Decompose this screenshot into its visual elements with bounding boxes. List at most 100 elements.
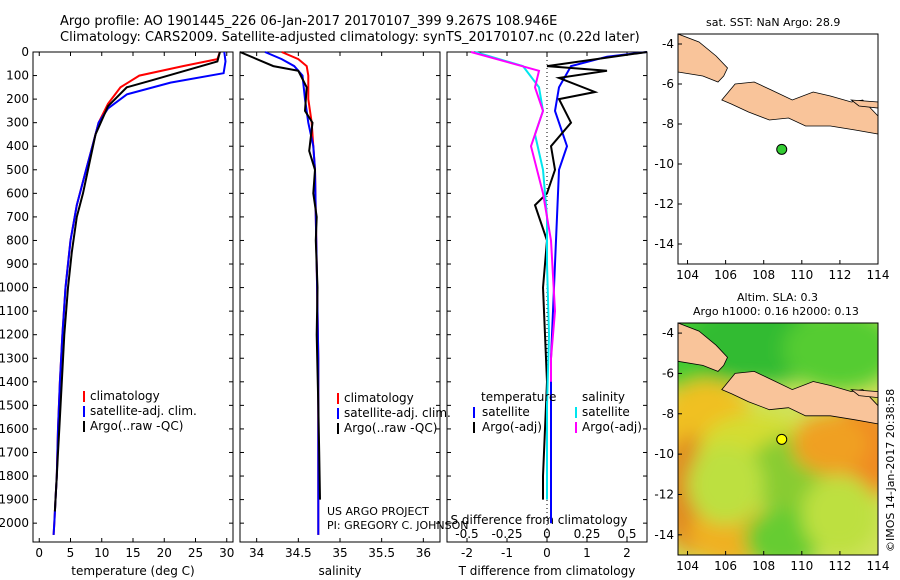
salinity-legend-label: satellite-adj. clim. [344, 406, 451, 420]
depth-tick-label: 1900 [0, 493, 29, 507]
sst-map-xtick-label: 108 [752, 268, 775, 282]
temperature-diff-legend-label: satellite [482, 405, 530, 419]
sst-map-ytick-label: -14 [654, 237, 674, 251]
sla-map-xtick-label: 110 [790, 559, 813, 573]
salinity-diff-legend-label: satellite [582, 405, 630, 419]
depth-tick-label: 400 [6, 139, 29, 153]
depth-tick-label: 100 [6, 69, 29, 83]
sst-map-landmass [677, 33, 728, 83]
sla-map-ytick-label: -14 [654, 528, 674, 542]
sla-map-ytick-label: -8 [662, 407, 674, 421]
sla-map-ytick-label: -12 [654, 487, 674, 501]
sla-map-landmass [677, 322, 728, 372]
salinity-difference-tick-label: 0 [543, 527, 551, 541]
salinity-difference-tick-label: 0.5 [617, 527, 636, 541]
sla-map-ytick-label: -6 [662, 366, 674, 380]
sla-field-cell [792, 413, 869, 475]
difference-series-2 [474, 51, 551, 500]
sla-map-xtick-label: 104 [676, 559, 699, 573]
salinity-xtick-label: 36 [416, 546, 431, 560]
sla-map-frame [677, 322, 879, 556]
depth-tick-label: 1800 [0, 469, 29, 483]
temperature-xtick-label: 30 [219, 546, 234, 560]
salinity-series-1 [264, 51, 320, 535]
sla-map-argo-float-marker [776, 433, 788, 445]
sla-map-ytick-label: -10 [654, 447, 674, 461]
temperature-panel-frame [32, 51, 234, 543]
depth-tick-label: 1300 [0, 351, 29, 365]
temperature-series-0 [52, 51, 221, 535]
sla-field-cell [744, 508, 821, 555]
project-pi: PI: GREGORY C. JOHNSON [327, 519, 469, 532]
depth-tick-label: 1000 [0, 281, 29, 295]
sla-field-cell [687, 444, 764, 525]
sla-field-cell [801, 474, 878, 555]
depth-tick-label: 800 [6, 233, 29, 247]
depth-tick-label: 1400 [0, 375, 29, 389]
project-name: US ARGO PROJECT [327, 505, 429, 518]
sst-map-xtick-label: 104 [676, 268, 699, 282]
sst-map-xtick-label: 112 [828, 268, 851, 282]
sst-map-ytick-label: -8 [662, 117, 674, 131]
sst-map-xtick-label: 114 [867, 268, 890, 282]
temperature-xtick-label: 20 [157, 546, 172, 560]
salinity-legend-title: salinity [582, 390, 625, 404]
depth-tick-label: 300 [6, 116, 29, 130]
difference-series-1 [533, 51, 648, 500]
sla-map-xtick-label: 106 [714, 559, 737, 573]
temperature-legend-label: climatology [90, 389, 160, 403]
depth-tick-label: 1600 [0, 422, 29, 436]
difference-series-0 [550, 51, 648, 524]
difference-xtick-label: 1 [583, 546, 591, 560]
temperature-legend-label: satellite-adj. clim. [90, 404, 197, 418]
temperature-legend-label: Argo(..raw -QC) [90, 419, 183, 433]
sla-map-xtick-label: 112 [828, 559, 851, 573]
salinity-xtick-label: 35.5 [368, 546, 395, 560]
temperature-xtick-label: 25 [188, 546, 203, 560]
salinity-diff-legend-label: Argo(-adj) [582, 420, 642, 434]
depth-tick-label: 1500 [0, 398, 29, 412]
depth-tick-label: 200 [6, 92, 29, 106]
sst-map-ytick-label: -6 [662, 77, 674, 91]
sst-map-argo-float-marker [776, 143, 788, 155]
difference-xtick-label: 2 [623, 546, 631, 560]
depth-tick-label: 1700 [0, 445, 29, 459]
temperature-xtick-label: 10 [94, 546, 109, 560]
salinity-legend-label: Argo(..raw -QC) [344, 421, 437, 435]
depth-tick-label: 500 [6, 163, 29, 177]
depth-tick-label: 1100 [0, 304, 29, 318]
difference-xtick-label: -2 [461, 546, 473, 560]
salinity-xtick-label: 34.5 [285, 546, 312, 560]
imos-credit: ©IMOS 14-Jan-2017 20:38:58 [884, 388, 897, 552]
temperature-xtick-label: 15 [125, 546, 140, 560]
salinity-panel-frame [239, 51, 441, 543]
map-top-title: sat. SST: NaN Argo: 28.9 [706, 16, 841, 29]
temperature-series-2 [53, 51, 221, 512]
map-bottom-title2: Argo h1000: 0.16 h2000: 0.13 [693, 305, 859, 318]
sst-map-ytick-label: -10 [654, 157, 674, 171]
difference-axis-label: T difference from climatology [458, 564, 636, 578]
depth-tick-label: 900 [6, 257, 29, 271]
salinity-xtick-label: 34 [249, 546, 264, 560]
sst-map-ytick-label: -12 [654, 197, 674, 211]
salinity-axis-label: salinity [318, 564, 361, 578]
sst-map-frame [677, 33, 879, 265]
depth-tick-label: 600 [6, 186, 29, 200]
sla-field-cell [782, 323, 878, 390]
temperature-series-1 [52, 51, 227, 535]
sla-map-ytick-label: -4 [662, 326, 674, 340]
sst-map-xtick-label: 110 [790, 268, 813, 282]
temperature-axis-label: temperature (deg C) [71, 564, 194, 578]
figure-title-line2: Climatology: CARS2009. Satellite-adjuste… [60, 30, 640, 45]
salinity-series-2 [239, 51, 321, 500]
difference-xtick-label: -1 [501, 546, 513, 560]
depth-tick-label: 1200 [0, 328, 29, 342]
temperature-diff-legend-label: Argo(-adj) [482, 420, 542, 434]
salinity-xtick-label: 35 [332, 546, 347, 560]
salinity-difference-tick-label: 0.25 [574, 527, 601, 541]
difference-xtick-label: 0 [543, 546, 551, 560]
sla-map-xtick-label: 114 [867, 559, 890, 573]
temperature-xtick-label: 0 [35, 546, 43, 560]
salinity-legend-label: climatology [344, 391, 414, 405]
sst-map-ytick-label: -4 [662, 37, 674, 51]
